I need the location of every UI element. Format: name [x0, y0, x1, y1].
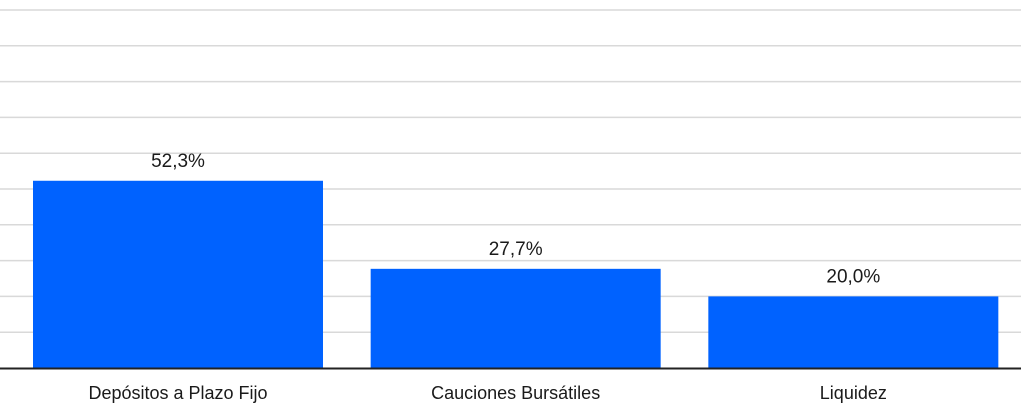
- bar-value-label: 27,7%: [489, 239, 543, 260]
- bars: [33, 180, 999, 368]
- bar-value-label: 20,0%: [826, 266, 880, 287]
- bar: [33, 180, 323, 368]
- category-tick-label: Cauciones Bursátiles: [431, 383, 600, 403]
- category-tick-label: Liquidez: [820, 383, 887, 403]
- bar: [708, 296, 999, 368]
- category-tick-label: Depósitos a Plazo Fijo: [88, 383, 267, 403]
- bar-value-label: 52,3%: [151, 151, 205, 172]
- bar: [370, 268, 661, 368]
- value-labels: 52,3% 27,7% 20,0%: [151, 151, 880, 288]
- category-tick-labels: Depósitos a Plazo Fijo Cauciones Bursátil…: [88, 383, 886, 403]
